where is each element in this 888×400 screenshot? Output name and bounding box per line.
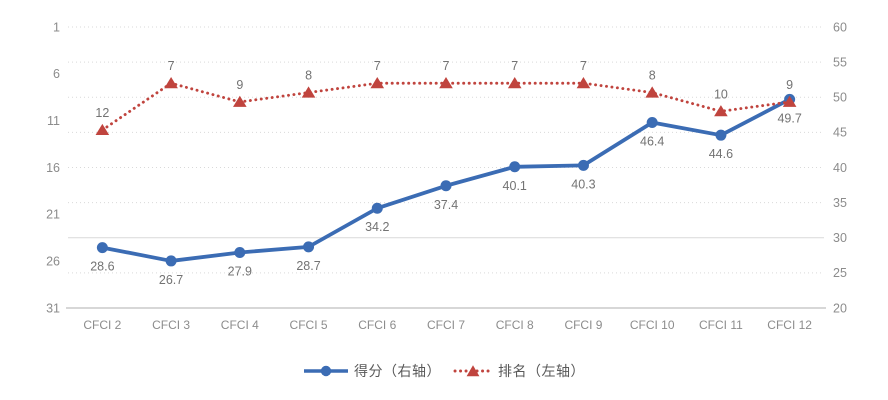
score-point-marker bbox=[509, 161, 521, 173]
data-label: 40.3 bbox=[571, 177, 595, 191]
x-axis-category-label: CFCI 11 bbox=[699, 318, 743, 332]
score-point-marker bbox=[715, 129, 727, 141]
data-label: 46.4 bbox=[640, 135, 664, 149]
data-label: 10 bbox=[714, 87, 728, 101]
score-point-marker bbox=[234, 247, 246, 259]
score-line-marker-icon bbox=[304, 365, 348, 377]
left-axis-tick-label: 26 bbox=[46, 254, 60, 268]
data-label: 7 bbox=[443, 59, 450, 73]
score-point-marker bbox=[165, 255, 177, 267]
x-axis-category-label: CFCI 9 bbox=[564, 318, 602, 332]
rank-series-line bbox=[100, 81, 792, 132]
data-label: 40.1 bbox=[503, 179, 527, 193]
legend-label-score: 得分（右轴） bbox=[354, 363, 441, 379]
x-axis-category-label: CFCI 3 bbox=[152, 318, 190, 332]
rank-point-marker bbox=[95, 123, 110, 136]
score-point-marker bbox=[577, 159, 589, 171]
data-label: 12 bbox=[95, 106, 109, 120]
x-axis-category-label: CFCI 2 bbox=[83, 318, 121, 332]
x-axis-category-label: CFCI 8 bbox=[496, 318, 534, 332]
left-axis-tick-label: 31 bbox=[46, 301, 60, 315]
data-label: 44.6 bbox=[709, 147, 733, 161]
data-label: 7 bbox=[374, 59, 381, 73]
x-axis-category-label: CFCI 12 bbox=[767, 318, 812, 332]
right-axis-tick-label: 30 bbox=[833, 231, 847, 245]
x-axis-category-label: CFCI 4 bbox=[221, 318, 259, 332]
data-label: 49.7 bbox=[777, 111, 801, 125]
score-point-marker bbox=[96, 242, 108, 254]
rank-point-marker bbox=[301, 86, 316, 98]
right-axis-tick-label: 60 bbox=[833, 20, 847, 34]
data-label: 34.2 bbox=[365, 220, 389, 234]
legend-item-score: 得分（右轴） bbox=[303, 361, 441, 381]
rank-point-marker bbox=[439, 77, 453, 89]
rank-point-marker bbox=[164, 77, 178, 89]
data-label: 37.4 bbox=[434, 198, 458, 212]
rank-point-marker bbox=[714, 105, 728, 117]
rank-point-marker bbox=[233, 95, 247, 107]
data-label: 7 bbox=[168, 59, 175, 73]
left-axis-tick-label: 16 bbox=[46, 161, 60, 175]
data-label: 8 bbox=[649, 69, 656, 83]
rank-dotted-triangle-marker-icon bbox=[453, 365, 493, 377]
data-label: 9 bbox=[786, 78, 793, 92]
rank-point-marker bbox=[507, 77, 522, 89]
data-label: 7 bbox=[580, 59, 587, 73]
left-axis-tick-label: 21 bbox=[46, 208, 60, 222]
left-axis-tick-label: 6 bbox=[53, 67, 60, 81]
rank-point-marker bbox=[782, 95, 797, 107]
right-axis-tick-label: 50 bbox=[833, 91, 847, 105]
score-point-marker bbox=[646, 117, 658, 129]
legend: 得分（右轴） 排名（左轴） bbox=[0, 361, 888, 381]
data-label: 28.6 bbox=[90, 260, 114, 274]
data-label: 26.7 bbox=[159, 273, 183, 287]
right-axis-tick-label: 55 bbox=[833, 55, 847, 69]
x-axis-category-label: CFCI 10 bbox=[630, 318, 675, 332]
score-series-line bbox=[100, 97, 792, 263]
x-axis-category-label: CFCI 6 bbox=[358, 318, 396, 332]
score-point-marker bbox=[303, 241, 315, 253]
left-axis-tick-label: 1 bbox=[53, 20, 60, 34]
x-axis-category-label: CFCI 5 bbox=[290, 318, 328, 332]
data-label: 9 bbox=[236, 78, 243, 92]
x-axis-category-label: CFCI 7 bbox=[427, 318, 465, 332]
right-axis-tick-label: 45 bbox=[833, 126, 847, 140]
rank-point-marker bbox=[576, 77, 591, 89]
score-point-marker bbox=[371, 202, 383, 214]
data-label: 28.7 bbox=[296, 259, 320, 273]
score-point-marker bbox=[440, 180, 452, 192]
right-axis-tick-label: 40 bbox=[833, 161, 847, 175]
right-axis-tick-label: 35 bbox=[833, 196, 847, 210]
left-axis-tick-label: 11 bbox=[47, 114, 60, 128]
legend-label-rank: 排名（左轴） bbox=[498, 363, 585, 379]
data-label: 7 bbox=[511, 59, 518, 73]
right-axis-tick-label: 20 bbox=[833, 301, 847, 315]
legend-item-rank: 排名（左轴） bbox=[453, 361, 585, 381]
rank-point-marker bbox=[370, 77, 385, 89]
data-label: 8 bbox=[305, 69, 312, 83]
data-label: 27.9 bbox=[228, 265, 252, 279]
rank-point-marker bbox=[645, 86, 659, 98]
right-axis-tick-label: 25 bbox=[833, 266, 847, 280]
